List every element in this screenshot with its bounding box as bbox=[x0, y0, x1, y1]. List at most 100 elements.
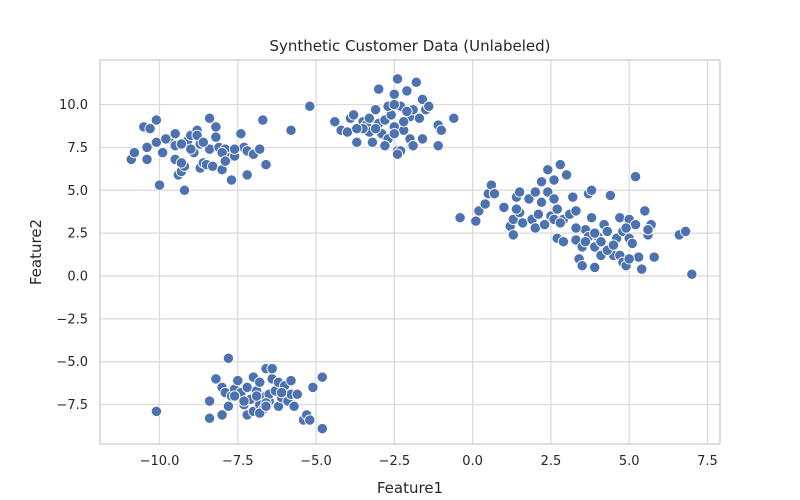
data-point bbox=[222, 352, 235, 364]
data-point bbox=[614, 212, 626, 224]
data-point bbox=[250, 390, 263, 402]
data-point bbox=[607, 239, 620, 251]
data-point bbox=[595, 236, 607, 248]
data-point bbox=[144, 122, 156, 135]
data-point bbox=[604, 189, 617, 202]
data-point bbox=[203, 112, 216, 124]
data-point bbox=[570, 222, 582, 234]
data-point bbox=[369, 122, 382, 135]
data-point bbox=[401, 105, 413, 118]
data-point bbox=[542, 164, 554, 176]
data-point bbox=[373, 83, 385, 95]
y-tick-label: 5.0 bbox=[67, 184, 88, 199]
data-point bbox=[554, 217, 566, 229]
data-point bbox=[316, 371, 328, 383]
data-point bbox=[260, 400, 272, 412]
data-point bbox=[160, 133, 172, 145]
data-point bbox=[304, 100, 316, 112]
data-point bbox=[513, 186, 526, 198]
data-point bbox=[391, 148, 404, 160]
data-point bbox=[423, 100, 435, 112]
y-tick-label: −2.5 bbox=[56, 312, 88, 327]
data-point bbox=[316, 422, 328, 435]
data-point bbox=[366, 136, 379, 148]
data-point bbox=[686, 268, 698, 280]
data-point bbox=[560, 169, 573, 181]
data-point bbox=[473, 205, 485, 217]
data-point bbox=[169, 128, 181, 140]
data-point bbox=[507, 229, 519, 241]
data-point bbox=[535, 176, 548, 188]
data-point bbox=[448, 112, 460, 124]
data-point bbox=[529, 222, 541, 234]
data-point bbox=[257, 114, 269, 126]
data-point bbox=[185, 143, 197, 155]
data-point bbox=[435, 124, 447, 136]
data-point bbox=[629, 218, 642, 231]
data-point bbox=[307, 381, 319, 394]
data-point bbox=[216, 409, 228, 421]
y-tick-label: −5.0 bbox=[56, 355, 88, 370]
data-point bbox=[488, 188, 501, 200]
x-tick-label: −2.5 bbox=[379, 454, 411, 469]
data-point bbox=[288, 400, 300, 412]
data-point bbox=[620, 222, 632, 234]
x-tick-label: 2.5 bbox=[541, 454, 562, 469]
data-point bbox=[150, 114, 163, 126]
data-point bbox=[551, 203, 563, 215]
data-point bbox=[567, 191, 579, 203]
data-point bbox=[679, 225, 692, 238]
data-point bbox=[210, 131, 222, 143]
data-point bbox=[156, 146, 169, 159]
data-point bbox=[175, 138, 188, 150]
data-point bbox=[523, 193, 535, 205]
data-point bbox=[589, 261, 601, 274]
data-point bbox=[379, 140, 391, 152]
data-point bbox=[210, 373, 222, 385]
chart-title: Synthetic Customer Data (Unlabeled) bbox=[269, 37, 550, 55]
data-point bbox=[351, 136, 363, 148]
y-tick-label: 7.5 bbox=[67, 141, 88, 156]
data-point bbox=[210, 121, 222, 133]
data-point bbox=[432, 140, 444, 152]
x-axis-label: Feature1 bbox=[377, 479, 443, 497]
data-point bbox=[329, 116, 341, 128]
data-point bbox=[454, 212, 466, 224]
x-tick-label: 0.0 bbox=[462, 454, 483, 469]
x-tick-labels: −10.0 −7.5 −5.0 −2.5 0.0 2.5 5.0 7.5 bbox=[140, 454, 718, 469]
data-point bbox=[535, 196, 548, 208]
y-tick-label: 0.0 bbox=[67, 270, 88, 285]
data-point bbox=[510, 203, 523, 215]
data-point bbox=[150, 405, 163, 418]
data-point bbox=[410, 76, 422, 88]
data-point bbox=[416, 133, 429, 145]
data-point bbox=[197, 136, 209, 148]
y-tick-labels: 10.0 7.5 5.0 2.5 0.0 −2.5 −5.0 −7.5 bbox=[56, 98, 88, 413]
data-point bbox=[254, 143, 266, 155]
y-tick-label: 2.5 bbox=[67, 227, 88, 242]
x-tick-label: −10.0 bbox=[140, 454, 180, 469]
plot-frame bbox=[99, 59, 721, 445]
data-point bbox=[351, 122, 363, 135]
data-point bbox=[623, 253, 635, 265]
data-point bbox=[398, 116, 410, 128]
data-point bbox=[585, 184, 598, 196]
data-point bbox=[238, 395, 250, 407]
data-point bbox=[235, 128, 247, 140]
data-point bbox=[241, 381, 253, 394]
data-point bbox=[629, 170, 642, 183]
data-point bbox=[347, 109, 360, 121]
data-point bbox=[470, 215, 482, 227]
data-point bbox=[254, 376, 266, 388]
grid bbox=[100, 60, 720, 444]
data-point bbox=[517, 217, 529, 229]
data-point bbox=[141, 141, 153, 154]
data-point bbox=[532, 208, 545, 220]
data-point bbox=[175, 157, 188, 169]
data-point bbox=[203, 412, 216, 424]
y-tick-label: −7.5 bbox=[56, 398, 88, 413]
data-point bbox=[642, 224, 654, 236]
x-tick-label: 5.0 bbox=[619, 454, 640, 469]
data-point bbox=[401, 85, 413, 97]
